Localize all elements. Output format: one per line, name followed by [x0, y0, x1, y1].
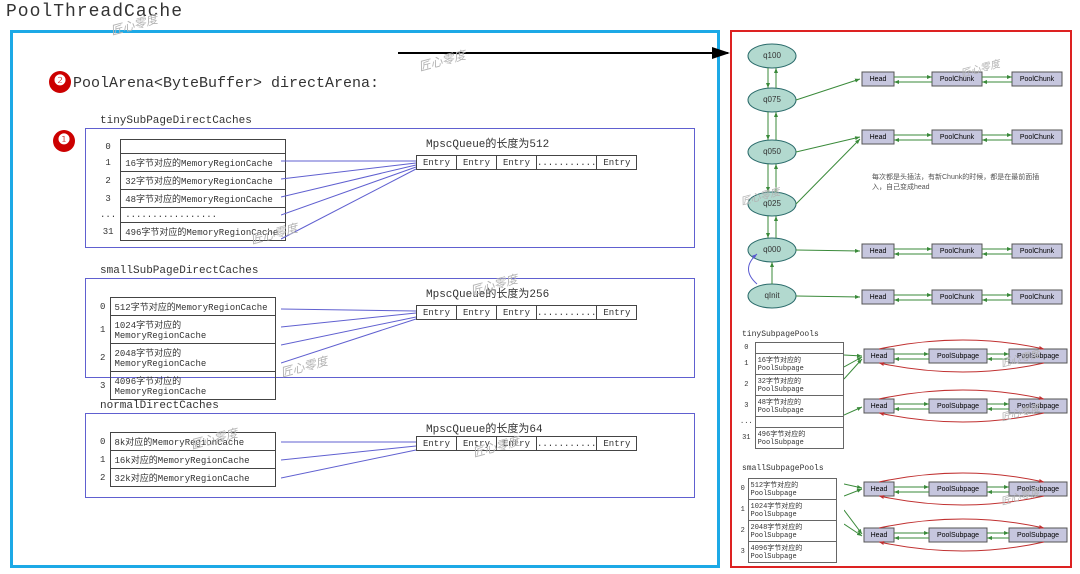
svg-text:q050: q050 — [763, 147, 781, 156]
svg-text:PoolSubpage: PoolSubpage — [1017, 532, 1059, 539]
normal-lines — [281, 436, 421, 496]
small-pool-table: 0512字节对应的PoolSubpage 11024字节对应的PoolSubpa… — [738, 478, 837, 563]
svg-text:PoolChunk: PoolChunk — [940, 76, 975, 83]
svg-text:PoolChunk: PoolChunk — [1020, 134, 1055, 141]
svg-text:Head: Head — [870, 248, 887, 255]
normal-q-table: EntryEntryEntry...........Entry — [416, 436, 637, 451]
tiny-cache-title: tinySubPageDirectCaches — [98, 115, 254, 127]
small-cache-block: smallSubPageDirectCaches MpscQueue的长度为25… — [85, 278, 695, 378]
tiny-q-label: MpscQueue的长度为512 — [426, 135, 549, 151]
small-q-table: EntryEntryEntry...........Entry — [416, 305, 637, 320]
svg-text:PoolChunk: PoolChunk — [1020, 76, 1055, 83]
small-cache-table: 0512字节对应的MemoryRegionCache 11024字节对应的Mem… — [96, 297, 276, 400]
svg-text:Head: Head — [871, 353, 888, 360]
right-panel: q100 q075 q050 q025 q000 qInit Head Pool… — [730, 30, 1072, 568]
svg-text:Head: Head — [870, 134, 887, 141]
svg-text:q100: q100 — [763, 51, 781, 60]
bullet-2: ❷ — [49, 71, 71, 93]
svg-text:PoolSubpage: PoolSubpage — [1017, 403, 1059, 410]
svg-text:PoolChunk: PoolChunk — [940, 248, 975, 255]
svg-text:PoolSubpage: PoolSubpage — [937, 486, 979, 493]
normal-cache-block: normalDirectCaches MpscQueue的长度为64 08k对应… — [85, 413, 695, 498]
small-cache-title: smallSubPageDirectCaches — [98, 265, 260, 277]
svg-text:Head: Head — [871, 403, 888, 410]
normal-cache-table: 08k对应的MemoryRegionCache 116k对应的MemoryReg… — [96, 432, 276, 487]
normal-q-label: MpscQueue的长度为64 — [426, 420, 543, 436]
svg-text:Head: Head — [871, 486, 888, 493]
svg-text:Head: Head — [870, 76, 887, 83]
svg-text:PoolSubpage: PoolSubpage — [937, 403, 979, 410]
svg-text:PoolChunk: PoolChunk — [940, 294, 975, 301]
arena-label: PoolArena<ByteBuffer> directArena: — [73, 75, 379, 92]
bullet-1: ❶ — [53, 130, 75, 152]
svg-text:PoolChunk: PoolChunk — [940, 134, 975, 141]
tiny-q-table: EntryEntryEntry...........Entry — [416, 155, 637, 170]
svg-text:q075: q075 — [763, 95, 781, 104]
svg-text:PoolSubpage: PoolSubpage — [937, 532, 979, 539]
arena-arrow — [398, 43, 738, 73]
tiny-pool-table: 0 116字节对应的PoolSubpage 232字节对应的PoolSubpag… — [738, 342, 844, 449]
svg-text:PoolChunk: PoolChunk — [1020, 294, 1055, 301]
left-panel: ❷ ❶ PoolArena<ByteBuffer> directArena: t… — [10, 30, 720, 568]
svg-text:PoolSubpage: PoolSubpage — [1017, 486, 1059, 493]
page-title: PoolThreadCache — [6, 2, 183, 22]
tiny-cache-table: 0 116字节对应的MemoryRegionCache 232字节对应的Memo… — [96, 139, 286, 241]
small-pool-diagram: Head PoolSubpage PoolSubpage Head PoolSu… — [844, 470, 1074, 560]
tiny-lines — [281, 149, 421, 249]
tiny-pool-title: tinySubpagePools — [742, 330, 819, 339]
small-lines — [281, 301, 421, 381]
svg-text:Head: Head — [870, 294, 887, 301]
svg-text:q025: q025 — [763, 199, 781, 208]
svg-text:PoolSubpage: PoolSubpage — [937, 353, 979, 360]
svg-text:qInit: qInit — [764, 291, 780, 300]
tiny-pool-diagram: Head PoolSubpage PoolSubpage Head PoolSu… — [844, 337, 1074, 427]
svg-text:PoolChunk: PoolChunk — [1020, 248, 1055, 255]
normal-cache-title: normalDirectCaches — [98, 400, 221, 412]
tiny-cache-block: tinySubPageDirectCaches MpscQueue的长度为512… — [85, 128, 695, 248]
svg-text:PoolSubpage: PoolSubpage — [1017, 353, 1059, 360]
small-pool-title: smallSubpagePools — [742, 464, 824, 473]
svg-text:q000: q000 — [763, 245, 781, 254]
svg-text:Head: Head — [871, 532, 888, 539]
cn-note: 每次都是头插法，有新Chunk的时候，都是在最前面插入，自己变成head — [872, 172, 1042, 192]
small-q-label: MpscQueue的长度为256 — [426, 285, 549, 301]
